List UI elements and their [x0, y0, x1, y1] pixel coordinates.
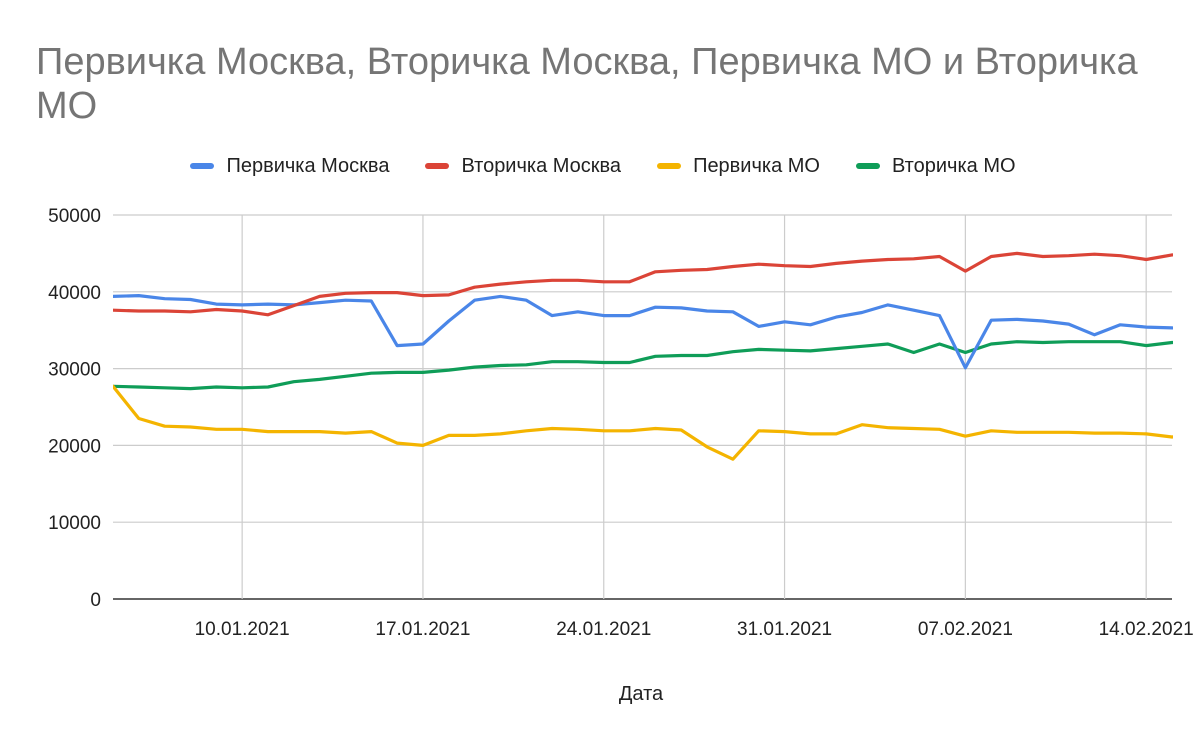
x-tick-label: 10.01.2021 — [195, 619, 290, 640]
x-tick-label: 24.01.2021 — [556, 619, 651, 640]
y-tick-label: 0 — [90, 590, 101, 611]
x-tick-label: 17.01.2021 — [375, 619, 470, 640]
x-tick-label: 14.02.2021 — [1099, 619, 1194, 640]
series-layer — [113, 251, 1173, 461]
x-tick-label: 31.01.2021 — [737, 619, 832, 640]
y-tick-label: 50000 — [48, 206, 101, 227]
legend-swatch-2 — [657, 163, 682, 169]
grid-layer — [113, 214, 1172, 600]
legend-swatch-0 — [190, 163, 215, 169]
legend-label-0: Первичка Москва — [226, 154, 390, 177]
legend-label-2: Первичка МО — [693, 154, 820, 177]
x-axis-title: Дата — [619, 683, 664, 705]
series-line-3 — [113, 340, 1173, 391]
series-line-2 — [113, 384, 1173, 461]
legend-item-3[interactable]: Вторичка МО — [856, 155, 1016, 178]
legend-label-3: Вторичка МО — [892, 154, 1016, 177]
legend-swatch-1 — [425, 163, 450, 169]
legend: Первичка Москва Вторичка Москва Первичка… — [0, 150, 1200, 182]
legend-item-1[interactable]: Вторичка Москва — [425, 155, 621, 178]
legend-item-2[interactable]: Первичка МО — [657, 155, 820, 178]
series-line-1 — [113, 251, 1173, 317]
axis-labels: 0 10000 20000 30000 40000 50000 10.01.2021 17.0… — [48, 206, 1194, 640]
legend-swatch-3 — [856, 163, 880, 169]
legend-label-1: Вторичка Москва — [461, 154, 622, 177]
chart-title: Первичка Москва, Вторичка Москва, Первич… — [36, 41, 1138, 127]
x-tick-label: 07.02.2021 — [918, 619, 1013, 640]
y-tick-label: 30000 — [48, 360, 101, 381]
y-tick-label: 10000 — [48, 513, 101, 534]
y-tick-label: 40000 — [48, 283, 101, 304]
y-tick-label: 20000 — [48, 436, 101, 457]
legend-item-0[interactable]: Первичка Москва — [190, 155, 389, 178]
